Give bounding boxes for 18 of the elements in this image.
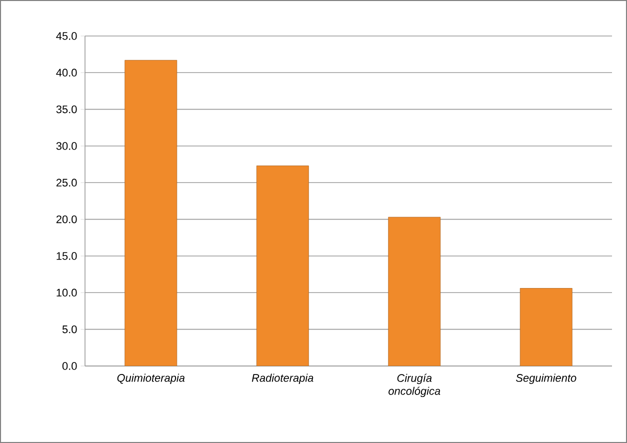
x-tick-label: Quimioterapia [117, 374, 185, 384]
x-tick-label: Seguimiento [516, 374, 576, 384]
y-tick-label: 15.0 [56, 252, 77, 260]
y-tick-label: 25.0 [56, 178, 77, 187]
x-tick-label: Radioterapia [252, 374, 314, 384]
y-tick-label: 35.0 [56, 105, 77, 114]
y-tick-label: 20.0 [56, 215, 77, 224]
bar [388, 216, 441, 366]
y-tick-label: 45.0 [56, 32, 77, 40]
bar [124, 60, 178, 366]
y-tick-label: 40.0 [56, 68, 77, 77]
y-tick-label: 5.0 [62, 325, 77, 334]
y-tick-label: 30.0 [56, 142, 77, 150]
x-tick-label: Cirugía oncológica [388, 374, 440, 398]
bar [520, 288, 572, 366]
y-tick-label: 10.0 [56, 288, 77, 297]
bar [256, 166, 309, 366]
y-tick-label: 0.0 [62, 362, 77, 370]
